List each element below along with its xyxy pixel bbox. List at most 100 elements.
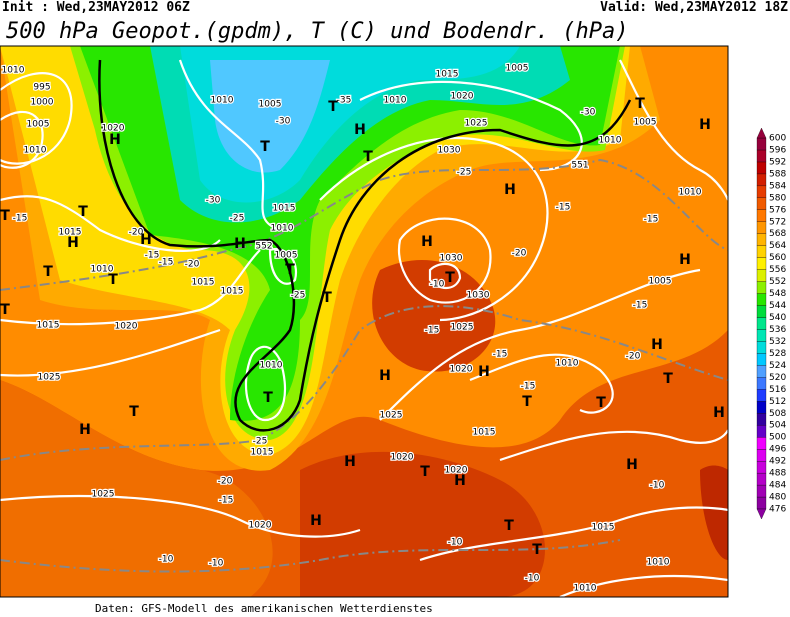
pressure-center: T bbox=[504, 518, 514, 534]
contour-label: 1010 bbox=[24, 146, 47, 156]
colorbar-tick-label: 540 bbox=[769, 313, 786, 323]
colorbar-tick-label: 480 bbox=[769, 493, 786, 503]
contour-label: -25 bbox=[253, 437, 268, 447]
contour-label: 1005 bbox=[275, 251, 298, 261]
pressure-center: T bbox=[532, 542, 542, 558]
colorbar-band bbox=[756, 161, 767, 175]
pressure-center: H bbox=[234, 236, 246, 252]
contour-label: -15 bbox=[425, 326, 440, 336]
pressure-center: T bbox=[108, 272, 118, 288]
colorbar-band bbox=[756, 460, 767, 474]
contour-label: -20 bbox=[185, 260, 200, 270]
pressure-center: H bbox=[109, 132, 121, 148]
colorbar-band bbox=[756, 365, 767, 378]
contour-label: -20 bbox=[218, 477, 233, 487]
contour-label: 1010 bbox=[2, 66, 25, 76]
contour-label: 1020 bbox=[102, 124, 125, 134]
contour-label: 1015 bbox=[251, 448, 274, 458]
colorbar-tick-label: 576 bbox=[769, 205, 786, 215]
colorbar-band bbox=[756, 437, 767, 450]
contour-label: 552 bbox=[255, 242, 272, 252]
colorbar-tick-label: 592 bbox=[769, 157, 786, 167]
colorbar-tick-label: 524 bbox=[769, 361, 786, 371]
contour-label: 1010 bbox=[599, 136, 622, 146]
contour-label: 1015 bbox=[592, 523, 615, 533]
colorbar-tick-label: 588 bbox=[769, 169, 786, 179]
colorbar-band bbox=[756, 484, 767, 498]
pressure-center: T bbox=[596, 395, 606, 411]
contour-label: 1030 bbox=[440, 254, 463, 264]
contour-label: 1010 bbox=[260, 361, 283, 371]
init-time: Init : Wed,23MAY2012 06Z bbox=[2, 0, 190, 15]
pressure-center: T bbox=[322, 290, 332, 306]
contour-label: 1025 bbox=[38, 373, 61, 383]
contour-label: -30 bbox=[206, 196, 221, 206]
colorbar-tick-label: 520 bbox=[769, 373, 786, 383]
contour-label: -10 bbox=[650, 481, 665, 491]
contour-label: -35 bbox=[337, 96, 352, 106]
colorbar-tick-label: 532 bbox=[769, 337, 786, 347]
colorbar-band bbox=[756, 449, 767, 462]
contour-label: 1010 bbox=[679, 188, 702, 198]
colorbar-arrow-bottom bbox=[756, 508, 767, 520]
colorbar-band bbox=[756, 389, 767, 402]
pressure-center: H bbox=[679, 252, 691, 268]
contour-label: -15 bbox=[556, 203, 571, 213]
contour-label: 1020 bbox=[451, 92, 474, 102]
pressure-center: T bbox=[635, 96, 645, 112]
map-frame bbox=[0, 45, 729, 598]
colorbar-band bbox=[756, 197, 767, 210]
colorbar-band bbox=[756, 137, 767, 151]
contour-label: 1020 bbox=[445, 466, 468, 476]
pressure-center: H bbox=[454, 473, 466, 489]
contour-label: 995 bbox=[33, 83, 50, 93]
map-title: 500 hPa Geopot.(gpdm), T (C) und Bodendr… bbox=[6, 19, 629, 44]
contour-label: -25 bbox=[230, 214, 245, 224]
contour-label: 1015 bbox=[221, 287, 244, 297]
colorbar-tick-label: 484 bbox=[769, 481, 786, 491]
colorbar-tick-label: 584 bbox=[769, 181, 786, 191]
contour-label: -20 bbox=[626, 352, 641, 362]
colorbar-tick-label: 488 bbox=[769, 469, 786, 479]
contour-label: 1010 bbox=[647, 558, 670, 568]
colorbar-tick-label: 548 bbox=[769, 289, 786, 299]
colorbar-tick-label: 568 bbox=[769, 229, 786, 239]
pressure-center: H bbox=[354, 122, 366, 138]
colorbar-tick-label: 556 bbox=[769, 265, 786, 275]
contour-label: -15 bbox=[159, 258, 174, 268]
pressure-center: T bbox=[445, 270, 455, 286]
contour-label: -25 bbox=[291, 291, 306, 301]
contour-label: 1010 bbox=[271, 224, 294, 234]
pressure-center: T bbox=[43, 264, 53, 280]
contour-label: -15 bbox=[219, 496, 234, 506]
colorbar-band bbox=[756, 353, 767, 366]
colorbar-tick-label: 564 bbox=[769, 241, 786, 251]
colorbar-band bbox=[756, 305, 767, 318]
contour-label: 1025 bbox=[451, 323, 474, 333]
colorbar-band bbox=[756, 401, 767, 414]
colorbar-tick-label: 596 bbox=[769, 145, 786, 155]
contour-label: -25 bbox=[457, 168, 472, 178]
pressure-center: H bbox=[713, 405, 725, 421]
contour-label: 1020 bbox=[249, 521, 272, 531]
data-source: Daten: GFS-Modell des amerikanischen Wet… bbox=[95, 602, 433, 615]
pressure-center: T bbox=[260, 139, 270, 155]
colorbar-band bbox=[756, 281, 767, 294]
contour-label: -10 bbox=[209, 559, 224, 569]
pressure-center: H bbox=[699, 117, 711, 133]
pressure-center: T bbox=[363, 149, 373, 165]
colorbar-tick-label: 504 bbox=[769, 421, 786, 431]
colorbar-band bbox=[756, 293, 767, 306]
colorbar-band bbox=[756, 329, 767, 342]
colorbar-band bbox=[756, 185, 767, 198]
pressure-center: H bbox=[310, 513, 322, 529]
contour-label: 1005 bbox=[634, 118, 657, 128]
contour-label: 1010 bbox=[384, 96, 407, 106]
colorbar-band bbox=[756, 173, 767, 187]
contour-label: -15 bbox=[521, 382, 536, 392]
colorbar-tick-label: 512 bbox=[769, 397, 786, 407]
contour-label: 551 bbox=[571, 161, 588, 171]
colorbar-band bbox=[756, 233, 767, 246]
contour-label: 1025 bbox=[380, 411, 403, 421]
